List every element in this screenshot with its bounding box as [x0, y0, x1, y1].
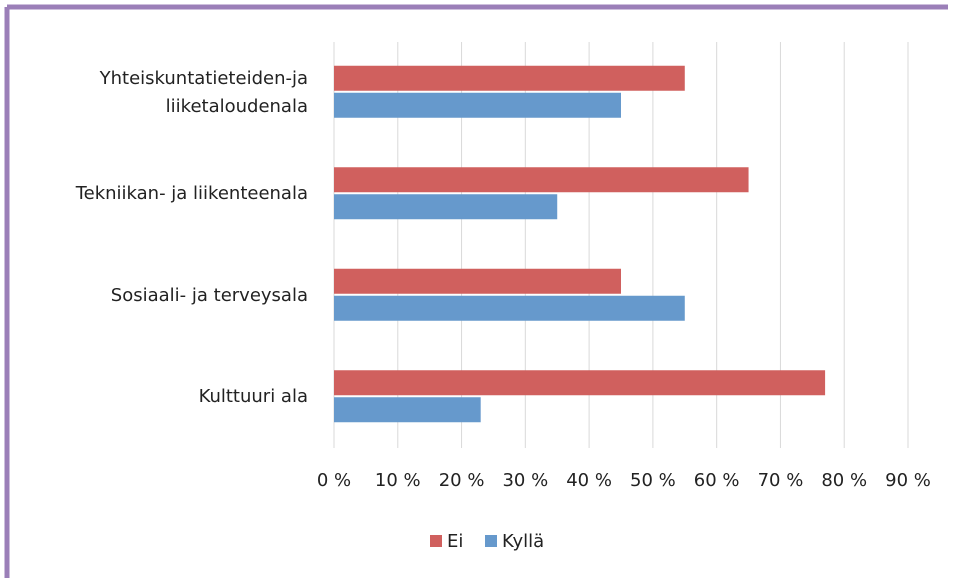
category-label: Tekniikan- ja liikenteenala — [75, 183, 308, 205]
category-label: Yhteiskuntatieteiden-ja liiketaloudenala — [99, 67, 308, 117]
x-tick-label: 10 % — [375, 470, 421, 491]
legend-swatch — [485, 535, 497, 547]
bar — [334, 268, 621, 294]
x-tick-label: 50 % — [630, 470, 676, 491]
bar — [334, 167, 749, 193]
x-tick-label: 80 % — [821, 470, 867, 491]
category-label: Kulttuuri ala — [198, 386, 308, 408]
x-tick-label: 60 % — [694, 470, 740, 491]
bar — [334, 92, 621, 118]
category-label: Sosiaali- ja terveysala — [110, 284, 308, 306]
x-tick-label: 40 % — [566, 470, 612, 491]
bar — [334, 397, 481, 423]
legend-swatch — [430, 535, 442, 547]
x-tick-label: 30 % — [502, 470, 548, 491]
bar — [334, 370, 826, 396]
bar — [334, 295, 685, 321]
x-tick-label: 20 % — [439, 470, 485, 491]
bar — [334, 194, 558, 220]
bar — [334, 65, 685, 91]
legend-label: Kyllä — [502, 531, 544, 552]
legend-label: Ei — [447, 531, 463, 552]
x-tick-label: 0 % — [317, 470, 351, 491]
x-tick-label: 90 % — [885, 470, 931, 491]
x-tick-label: 70 % — [758, 470, 804, 491]
